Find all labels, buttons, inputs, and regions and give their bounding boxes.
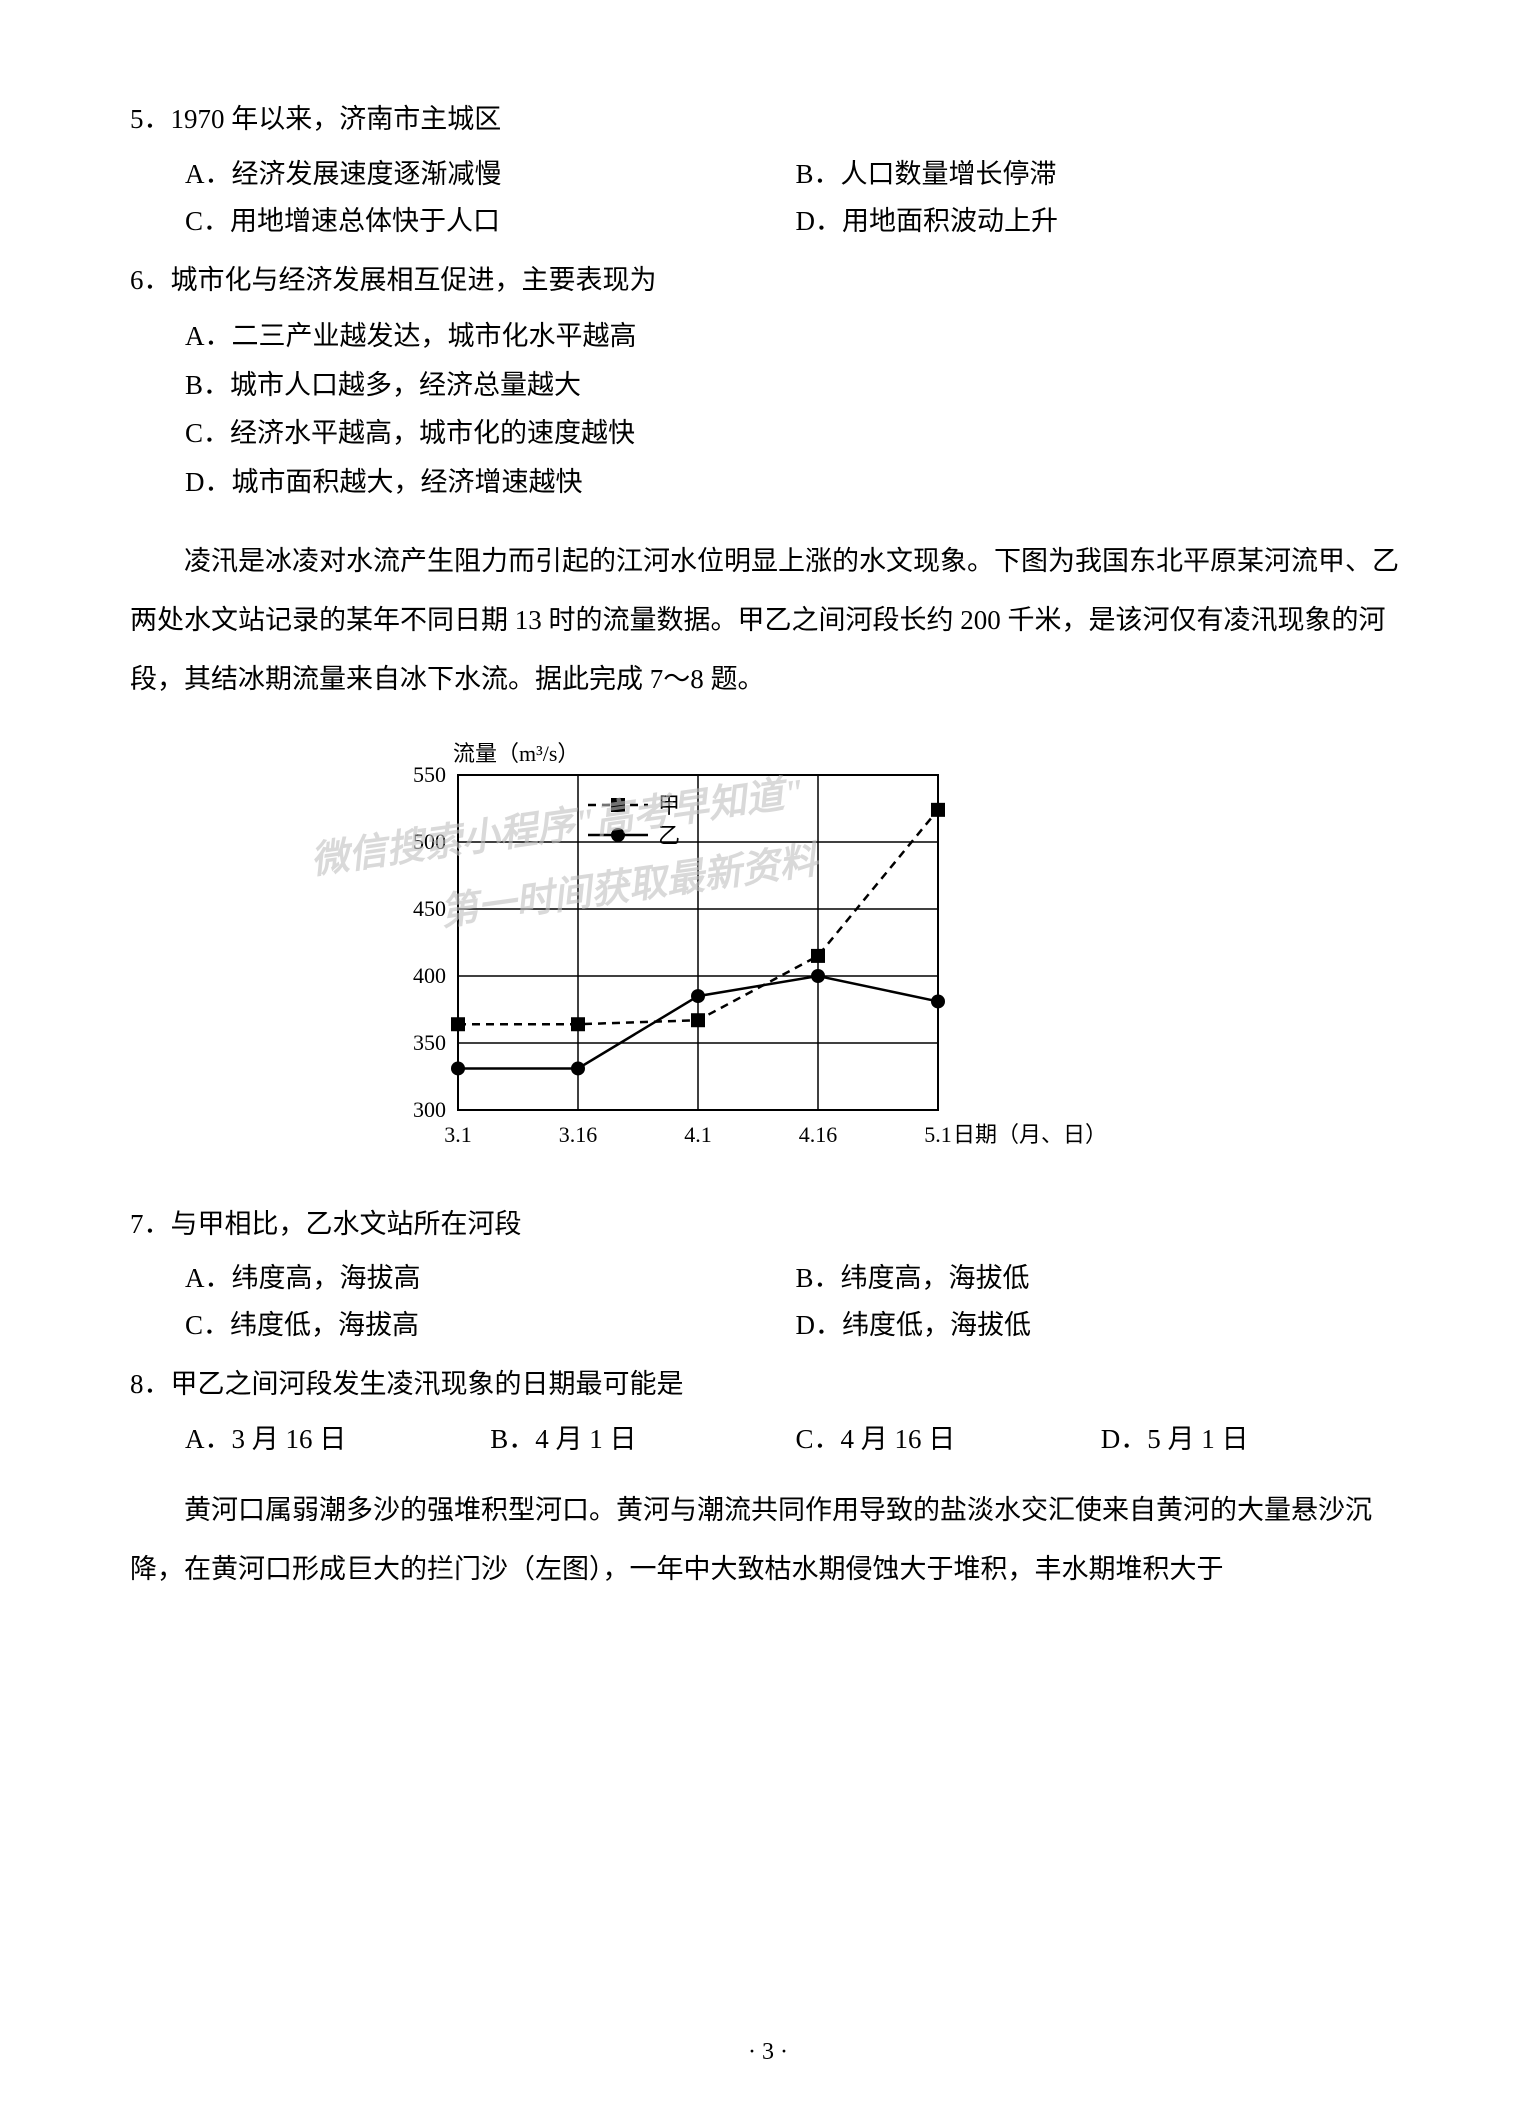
question-7: 7．与甲相比，乙水文站所在河段 A．纬度高，海拔高 B．纬度高，海拔低 C．纬度…: [130, 1200, 1406, 1343]
svg-text:3.16: 3.16: [559, 1122, 598, 1147]
q6-option-b: B．城市人口越多，经济总量越大: [185, 361, 1406, 410]
svg-text:4.1: 4.1: [684, 1122, 712, 1147]
q7-option-b: B．纬度高，海拔低: [796, 1256, 1407, 1295]
passage-2: 黄河口属弱潮多沙的强堆积型河口。黄河与潮流共同作用导致的盐淡水交汇使来自黄河的大…: [130, 1481, 1406, 1600]
question-8: 8．甲乙之间河段发生凌汛现象的日期最可能是 A．3 月 16 日 B．4 月 1…: [130, 1360, 1406, 1456]
svg-text:550: 550: [413, 762, 446, 787]
q7-options-row2: C．纬度低，海拔高 D．纬度低，海拔低: [130, 1303, 1406, 1342]
q6-stem: 6．城市化与经济发展相互促进，主要表现为: [130, 256, 1406, 305]
q8-options-row: A．3 月 16 日 B．4 月 1 日 C．4 月 16 日 D．5 月 1 …: [130, 1417, 1406, 1456]
q5-option-b: B．人口数量增长停滞: [796, 152, 1407, 191]
chart-wrapper: 流量（m³/s） 3.1 3.16 4.1 4.16 5.1日期（月、日） 300 350 40…: [388, 735, 1148, 1170]
question-5: 5．1970 年以来，济南市主城区 A．经济发展速度逐渐减慢 B．人口数量增长停…: [130, 95, 1406, 238]
q8-option-a: A．3 月 16 日: [185, 1417, 490, 1456]
page-number: · 3 ·: [0, 2039, 1536, 2066]
svg-text:3.1: 3.1: [444, 1122, 472, 1147]
svg-text:500: 500: [413, 829, 446, 854]
svg-text:300: 300: [413, 1097, 446, 1122]
q5-options-row2: C．用地增速总体快于人口 D．用地面积波动上升: [130, 199, 1406, 238]
svg-text:流量（m³/s）: 流量（m³/s）: [453, 741, 579, 766]
svg-text:450: 450: [413, 896, 446, 921]
q5-stem: 5．1970 年以来，济南市主城区: [130, 95, 1406, 144]
q7-options-row1: A．纬度高，海拔高 B．纬度高，海拔低: [130, 1256, 1406, 1295]
q6-option-c: C．经济水平越高，城市化的速度越快: [185, 409, 1406, 458]
svg-text:400: 400: [413, 963, 446, 988]
q7-stem: 7．与甲相比，乙水文站所在河段: [130, 1200, 1406, 1249]
passage-1: 凌汛是冰凌对水流产生阻力而引起的江河水位明显上涨的水文现象。下图为我国东北平原某…: [130, 532, 1406, 710]
q7-option-d: D．纬度低，海拔低: [796, 1303, 1407, 1342]
q6-option-d: D．城市面积越大，经济增速越快: [185, 458, 1406, 507]
q5-option-a: A．经济发展速度逐渐减慢: [185, 152, 796, 191]
q6-option-a: A．二三产业越发达，城市化水平越高: [185, 312, 1406, 361]
q7-option-c: C．纬度低，海拔高: [185, 1303, 796, 1342]
flow-chart: 流量（m³/s） 3.1 3.16 4.1 4.16 5.1日期（月、日） 300 350 40…: [388, 735, 1148, 1165]
q8-option-c: C．4 月 16 日: [796, 1417, 1101, 1456]
q7-option-a: A．纬度高，海拔高: [185, 1256, 796, 1295]
svg-text:350: 350: [413, 1030, 446, 1055]
q5-options-row1: A．经济发展速度逐渐减慢 B．人口数量增长停滞: [130, 152, 1406, 191]
q8-option-b: B．4 月 1 日: [490, 1417, 795, 1456]
svg-text:乙: 乙: [658, 823, 680, 848]
q5-option-c: C．用地增速总体快于人口: [185, 199, 796, 238]
q6-options: A．二三产业越发达，城市化水平越高 B．城市人口越多，经济总量越大 C．经济水平…: [130, 312, 1406, 506]
q5-option-d: D．用地面积波动上升: [796, 199, 1407, 238]
chart-container: 流量（m³/s） 3.1 3.16 4.1 4.16 5.1日期（月、日） 300 350 40…: [130, 735, 1406, 1170]
svg-text:日期（月、日）: 日期（月、日）: [953, 1122, 1107, 1147]
svg-text:5.1: 5.1: [924, 1122, 952, 1147]
svg-text:甲: 甲: [658, 793, 680, 818]
svg-text:4.16: 4.16: [799, 1122, 838, 1147]
q8-option-d: D．5 月 1 日: [1101, 1417, 1406, 1456]
q8-stem: 8．甲乙之间河段发生凌汛现象的日期最可能是: [130, 1360, 1406, 1409]
question-6: 6．城市化与经济发展相互促进，主要表现为 A．二三产业越发达，城市化水平越高 B…: [130, 256, 1406, 507]
